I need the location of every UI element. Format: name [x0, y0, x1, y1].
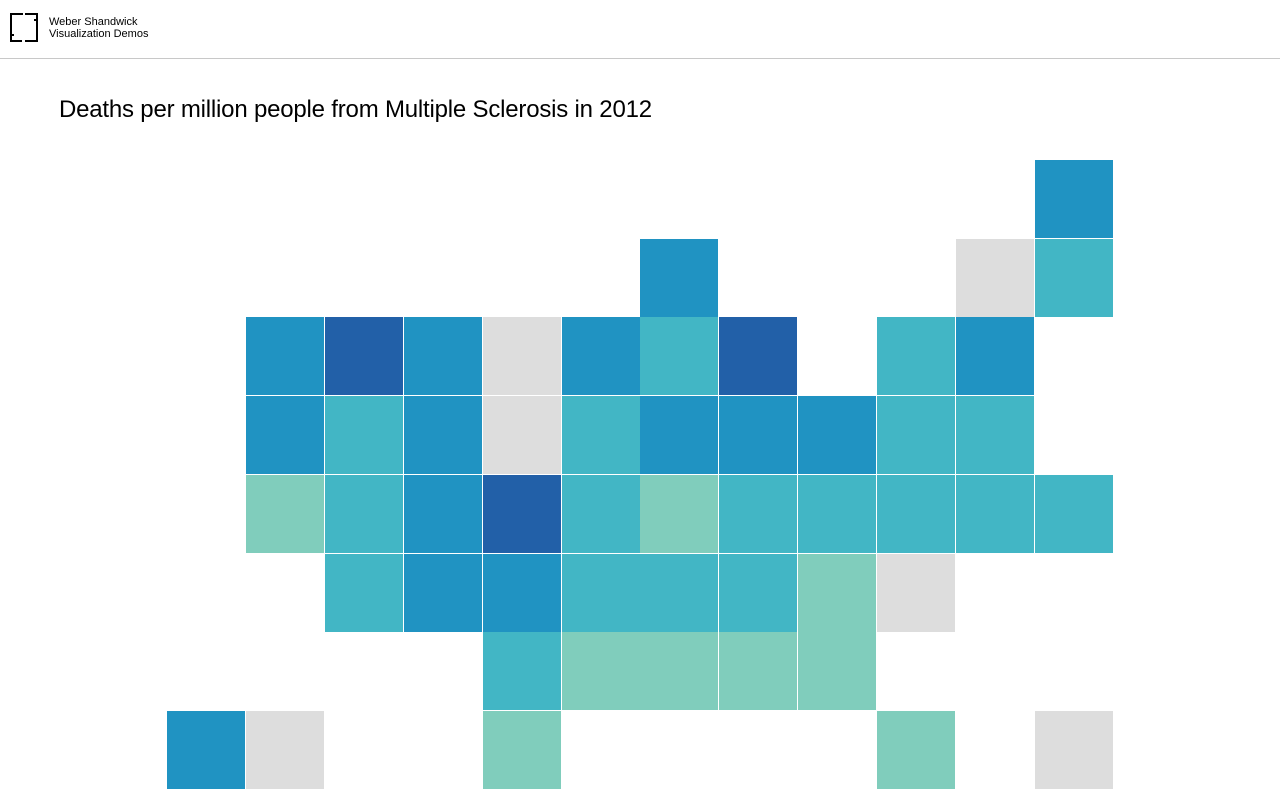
- map-tile[interactable]: [719, 632, 797, 710]
- map-tile[interactable]: [640, 475, 718, 553]
- map-tile[interactable]: [1035, 475, 1113, 553]
- map-tile[interactable]: [956, 475, 1034, 553]
- map-tile[interactable]: [640, 239, 718, 317]
- map-tile[interactable]: [404, 396, 482, 474]
- map-tile[interactable]: [483, 396, 561, 474]
- map-tile[interactable]: [325, 475, 403, 553]
- map-tile[interactable]: [956, 317, 1034, 395]
- map-tile[interactable]: [562, 475, 640, 553]
- brand-name[interactable]: Weber Shandwick Visualization Demos: [49, 16, 148, 40]
- map-tile[interactable]: [877, 475, 955, 553]
- chart-title: Deaths per million people from Multiple …: [59, 96, 652, 123]
- map-tile[interactable]: [404, 317, 482, 395]
- map-tile[interactable]: [798, 632, 876, 710]
- map-tile[interactable]: [798, 554, 876, 632]
- map-tile[interactable]: [877, 317, 955, 395]
- map-tile[interactable]: [404, 475, 482, 553]
- map-tile[interactable]: [719, 554, 797, 632]
- map-tile[interactable]: [246, 475, 324, 553]
- map-tile[interactable]: [562, 317, 640, 395]
- brand-line-1: Weber Shandwick: [49, 16, 138, 28]
- map-tile[interactable]: [483, 317, 561, 395]
- map-tile[interactable]: [483, 632, 561, 710]
- map-tile[interactable]: [1035, 239, 1113, 317]
- map-tile[interactable]: [719, 475, 797, 553]
- map-tile[interactable]: [956, 239, 1034, 317]
- map-tile[interactable]: [562, 396, 640, 474]
- map-tile[interactable]: [483, 475, 561, 553]
- map-tile[interactable]: [325, 396, 403, 474]
- map-tile[interactable]: [562, 554, 640, 632]
- map-tile[interactable]: [877, 396, 955, 474]
- map-tile[interactable]: [404, 554, 482, 632]
- map-tile[interactable]: [325, 317, 403, 395]
- map-tile[interactable]: [877, 711, 955, 789]
- map-tile[interactable]: [562, 632, 640, 710]
- map-tile[interactable]: [246, 711, 324, 789]
- map-tile[interactable]: [325, 554, 403, 632]
- map-tile[interactable]: [877, 554, 955, 632]
- brand-line-2: Visualization Demos: [49, 28, 149, 40]
- map-tile[interactable]: [1035, 160, 1113, 238]
- map-tile[interactable]: [640, 554, 718, 632]
- map-tile[interactable]: [798, 475, 876, 553]
- square-bracket-logo-icon[interactable]: [9, 12, 39, 43]
- map-tile[interactable]: [640, 317, 718, 395]
- map-tile[interactable]: [956, 396, 1034, 474]
- map-tile[interactable]: [167, 711, 245, 789]
- map-tile[interactable]: [640, 396, 718, 474]
- map-tile[interactable]: [640, 632, 718, 710]
- map-tile[interactable]: [483, 711, 561, 789]
- map-tile[interactable]: [798, 396, 876, 474]
- app-header: Weber Shandwick Visualization Demos: [0, 0, 1280, 59]
- map-tile[interactable]: [1035, 711, 1113, 789]
- map-tile[interactable]: [246, 396, 324, 474]
- map-tile[interactable]: [719, 396, 797, 474]
- map-tile[interactable]: [483, 554, 561, 632]
- map-tile[interactable]: [246, 317, 324, 395]
- map-tile[interactable]: [719, 317, 797, 395]
